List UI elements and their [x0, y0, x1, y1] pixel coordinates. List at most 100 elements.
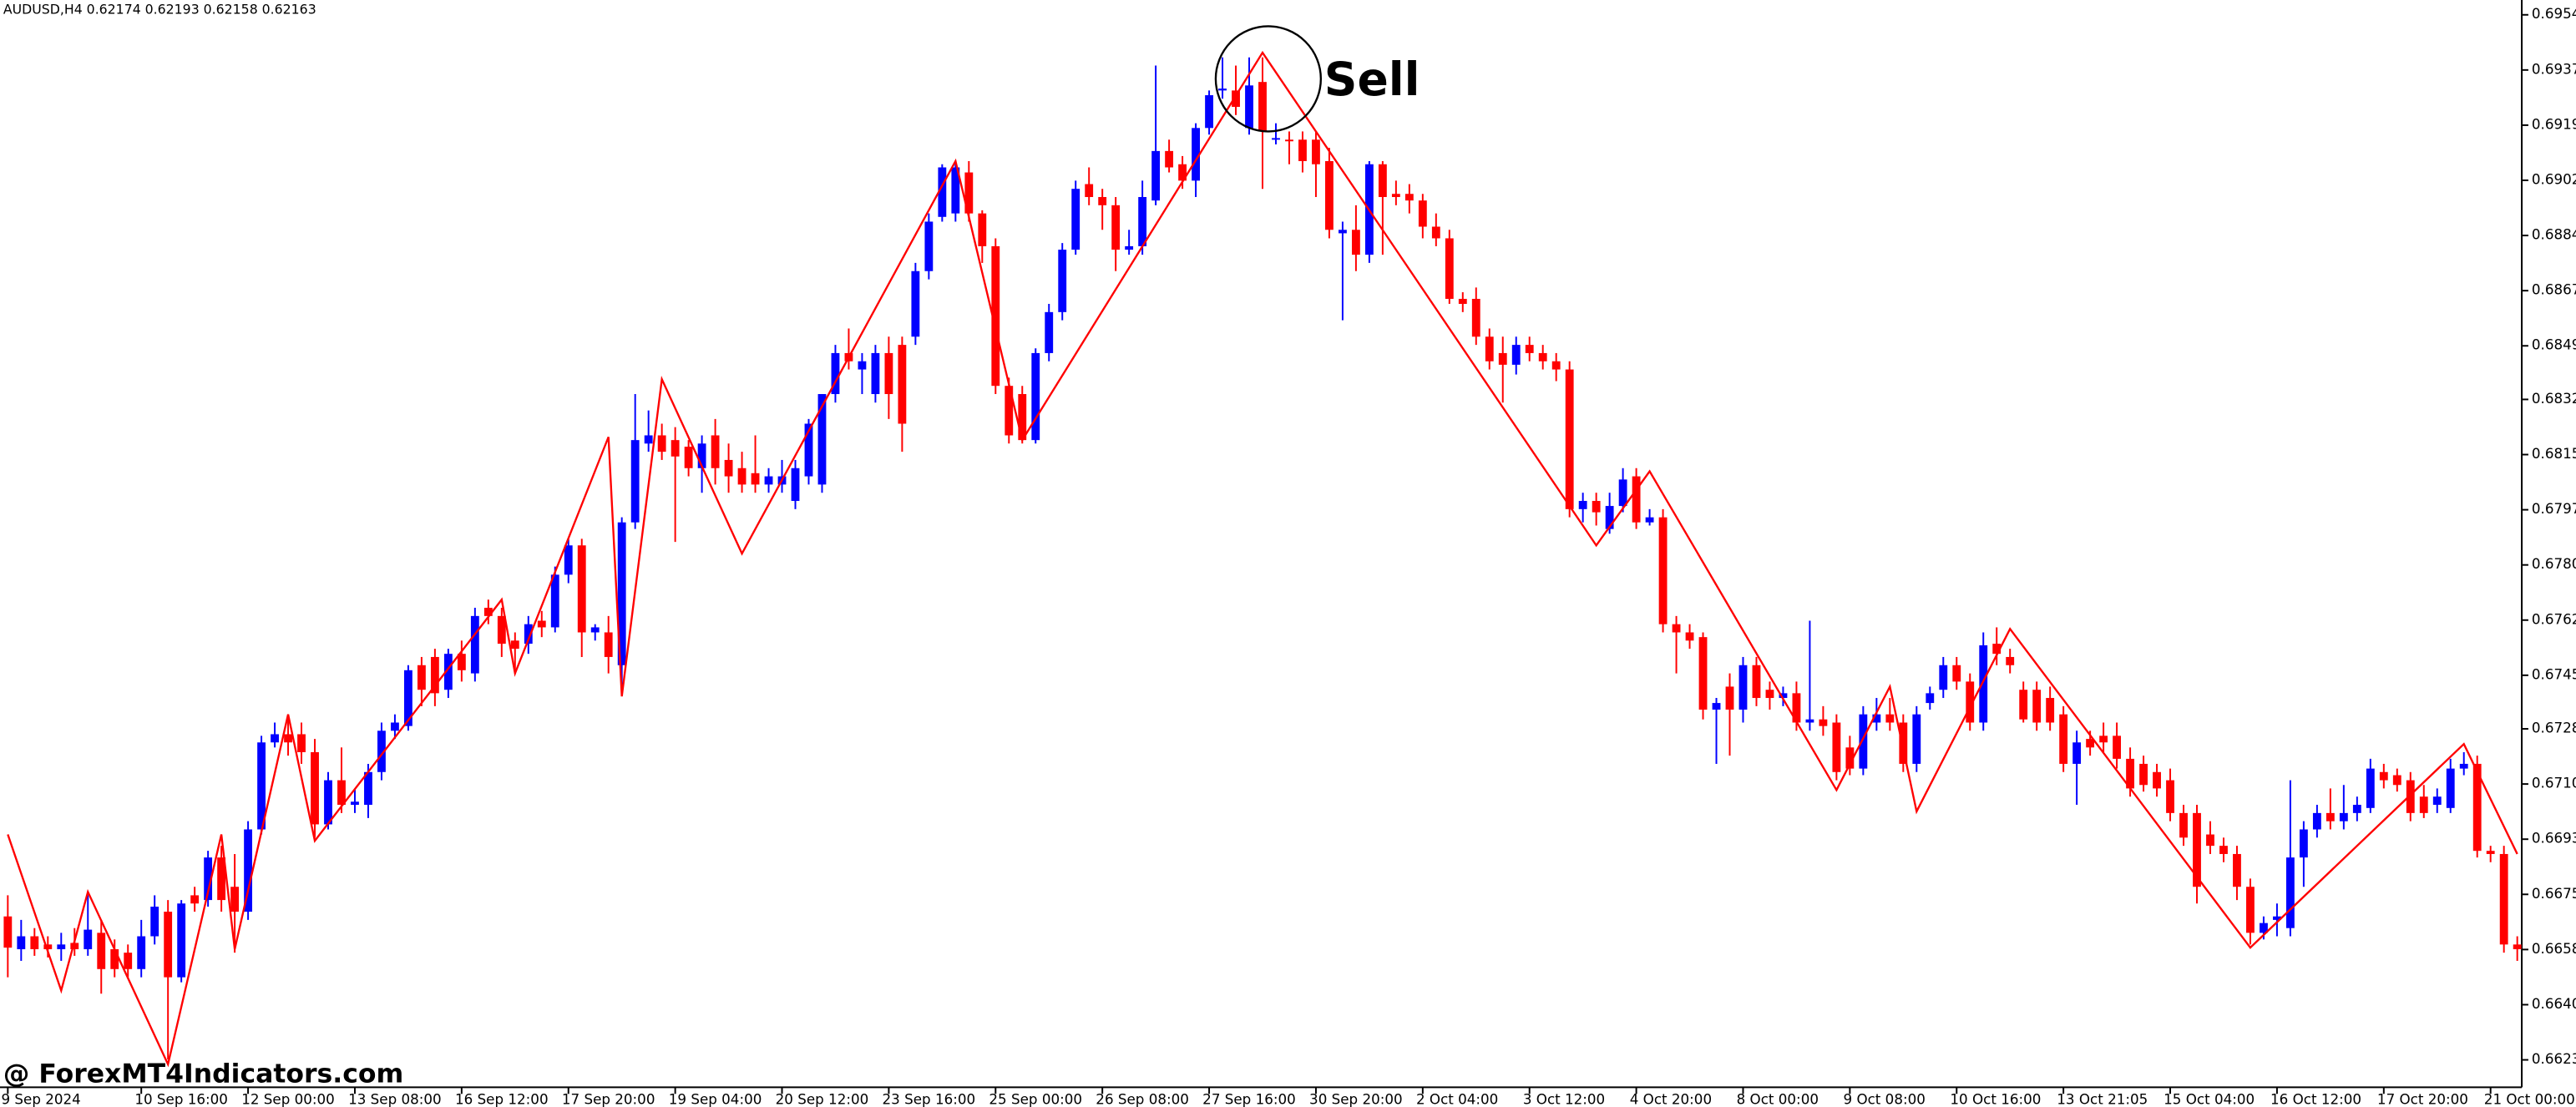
- candle-body: [1926, 693, 1935, 704]
- candle-body: [1578, 501, 1587, 509]
- x-tick-label: 25 Sep 00:00: [989, 1091, 1082, 1107]
- candle-body: [377, 730, 386, 772]
- candle-body: [644, 435, 653, 444]
- candle-body: [524, 624, 533, 644]
- candle-body: [537, 620, 546, 628]
- candle-body: [1138, 197, 1147, 246]
- candle-body: [2432, 796, 2442, 806]
- candle-body: [764, 476, 773, 485]
- candle-body: [364, 771, 372, 806]
- candle-body: [1378, 164, 1387, 198]
- candle-body: [1952, 665, 1961, 682]
- candle-body: [1712, 703, 1721, 710]
- candle-body: [1966, 681, 1975, 723]
- candle-body: [57, 944, 66, 949]
- candle-body: [2273, 916, 2281, 920]
- x-tick-label: 9 Oct 08:00: [1844, 1091, 1926, 1107]
- candle-body: [1418, 200, 1427, 227]
- candle-body: [1058, 250, 1067, 312]
- candle-body: [1885, 714, 1895, 723]
- x-tick-label: 27 Sep 16:00: [1202, 1091, 1296, 1107]
- candle-body: [1205, 95, 1213, 129]
- candle-body: [1098, 197, 1107, 205]
- candle-body: [204, 857, 213, 901]
- candle-body: [1218, 88, 1227, 91]
- candle-body: [577, 545, 586, 633]
- x-tick-label: 9 Sep 2024: [1, 1091, 80, 1107]
- candle-body: [2339, 812, 2348, 821]
- candle-body: [3, 916, 13, 948]
- candle-body: [2139, 763, 2148, 786]
- candle-body: [137, 936, 146, 969]
- candle-body: [2459, 763, 2468, 769]
- candle-body: [938, 167, 947, 217]
- candle-body: [1498, 352, 1507, 365]
- y-tick-label: 0.67625: [2532, 610, 2576, 627]
- candle-body: [284, 734, 292, 743]
- candle-body: [470, 615, 479, 674]
- candle-body: [17, 936, 26, 949]
- candle-body: [2233, 853, 2241, 887]
- candle-body: [1404, 194, 1414, 201]
- candle-body: [430, 656, 439, 694]
- candle-body: [1752, 665, 1761, 699]
- candle-body: [1792, 693, 1801, 723]
- candle-body: [964, 172, 974, 214]
- candle-body: [884, 352, 893, 395]
- candle-body: [337, 780, 346, 806]
- candle-body: [2499, 853, 2508, 945]
- y-tick-label: 0.69370: [2532, 60, 2576, 77]
- candle-body: [1312, 139, 1320, 164]
- candle-body: [2352, 805, 2361, 813]
- candle-body: [1672, 624, 1681, 633]
- candle-body: [2246, 887, 2255, 933]
- candle-body: [417, 665, 426, 690]
- y-tick-label: 0.66405: [2532, 995, 2576, 1012]
- candle-body: [831, 352, 840, 395]
- candle-body: [1245, 85, 1253, 129]
- candle-body: [871, 352, 880, 395]
- candle-body: [564, 545, 573, 575]
- x-tick-label: 15 Oct 04:00: [2164, 1091, 2255, 1107]
- candle-body: [2019, 690, 2028, 720]
- candle-body: [1632, 476, 1641, 523]
- y-tick-label: 0.66230: [2532, 1050, 2576, 1067]
- candle-body: [110, 948, 119, 969]
- candle-body: [257, 742, 266, 830]
- x-tick-label: 8 Oct 00:00: [1737, 1091, 1819, 1107]
- candle-body: [991, 245, 1000, 387]
- y-tick-label: 0.67280: [2532, 720, 2576, 736]
- candle-body: [2486, 851, 2495, 854]
- candle-body: [1805, 719, 1814, 723]
- candle-body: [2472, 763, 2482, 852]
- x-tick-label: 13 Sep 08:00: [348, 1091, 442, 1107]
- candle-body: [324, 780, 332, 825]
- candle-body: [150, 907, 159, 937]
- candle-body: [1979, 644, 1988, 723]
- signal-circle: [1214, 25, 1323, 133]
- candle-body: [791, 468, 800, 502]
- candle-body: [1258, 82, 1267, 132]
- candle-body: [1272, 138, 1280, 140]
- candle-body: [2312, 812, 2321, 830]
- candle-body: [671, 440, 680, 457]
- candle-body: [2072, 742, 2082, 764]
- candle-body: [217, 857, 226, 901]
- candle-body: [97, 933, 106, 969]
- candle-body: [924, 221, 934, 271]
- candle-body: [898, 345, 907, 424]
- candle-body: [244, 829, 253, 912]
- candle-body: [1151, 150, 1161, 201]
- x-tick-label: 20 Sep 12:00: [776, 1091, 869, 1107]
- candle-body: [1431, 226, 1440, 239]
- x-tick-label: 12 Sep 00:00: [241, 1091, 335, 1107]
- candle-body: [2166, 780, 2174, 813]
- y-tick-label: 0.67450: [2532, 665, 2576, 682]
- candle-body: [230, 887, 240, 912]
- candle-body: [1698, 637, 1708, 710]
- x-tick-label: 26 Sep 08:00: [1096, 1091, 1189, 1107]
- y-tick-label: 0.68495: [2532, 336, 2576, 353]
- candle-body: [43, 944, 53, 949]
